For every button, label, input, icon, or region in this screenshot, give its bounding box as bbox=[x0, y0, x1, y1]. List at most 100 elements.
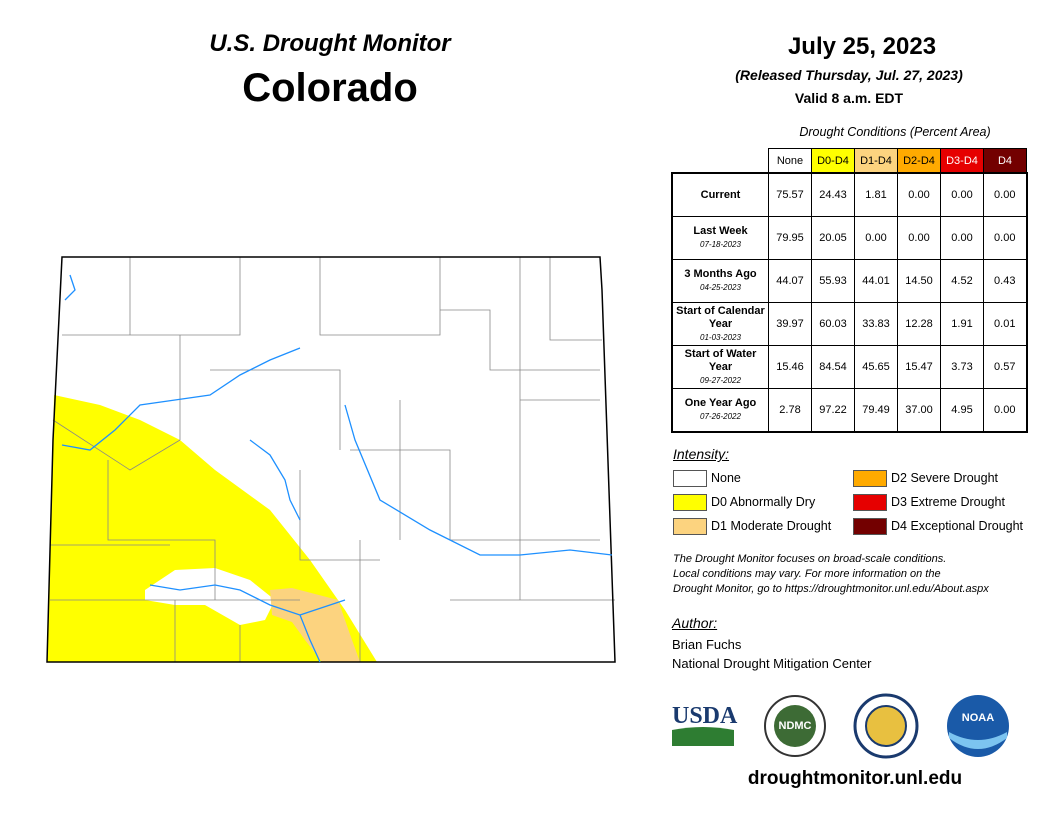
legend-label: D1 Moderate Drought bbox=[711, 519, 832, 533]
row-label-text: 3 Months Ago bbox=[684, 268, 757, 280]
cell: 0.57 bbox=[983, 345, 1027, 389]
cell: 4.95 bbox=[940, 388, 984, 433]
cell: 0.00 bbox=[983, 172, 1027, 217]
cell: 0.01 bbox=[983, 302, 1027, 346]
cell: 45.65 bbox=[854, 345, 898, 389]
note-line: The Drought Monitor focuses on broad-sca… bbox=[673, 553, 947, 565]
state-name: Colorado bbox=[242, 66, 418, 110]
legend-swatch bbox=[673, 518, 707, 535]
cell: 97.22 bbox=[811, 388, 855, 433]
table-row: One Year Ago 07-26-2022 2.78 97.22 79.49 37.0… bbox=[671, 388, 1027, 433]
cell: 24.43 bbox=[811, 172, 855, 217]
logos: USDA NDMC NOAA bbox=[672, 693, 1009, 759]
row-label: 3 Months Ago 04-25-2023 bbox=[671, 259, 769, 303]
corner bbox=[672, 149, 769, 174]
county-lines bbox=[50, 257, 615, 662]
author-line: National Drought Mitigation Center bbox=[672, 656, 872, 671]
table-row: 3 Months Ago 04-25-2023 44.07 55.93 44.01 14.… bbox=[671, 259, 1027, 303]
map bbox=[46, 256, 616, 663]
row-label-text: Current bbox=[700, 188, 741, 201]
table-row: Start of Water Year 09-27-2022 15.46 84.54 4… bbox=[671, 345, 1027, 389]
legend-title: Intensity: bbox=[673, 446, 730, 462]
column-header: D4 bbox=[983, 148, 1027, 174]
row-label: One Year Ago 07-26-2022 bbox=[671, 388, 769, 433]
d1-area bbox=[270, 588, 360, 662]
cell: 0.00 bbox=[983, 388, 1027, 433]
cell: 0.00 bbox=[854, 216, 898, 260]
cell: 0.00 bbox=[940, 172, 984, 217]
legend-label: D3 Extreme Drought bbox=[891, 495, 1005, 509]
released: (Released Thursday, Jul. 27, 2023) bbox=[735, 67, 963, 83]
column-header: D0-D4 bbox=[811, 148, 855, 174]
cell: 0.00 bbox=[897, 172, 941, 217]
note-line: Local conditions may vary. For more info… bbox=[673, 568, 941, 580]
url: droughtmonitor.unl.edu bbox=[747, 768, 963, 789]
none-area bbox=[145, 568, 275, 625]
note-line: Drought Monitor, go to https://droughtmo… bbox=[673, 583, 989, 595]
column-header: D2-D4 bbox=[897, 148, 941, 174]
table-row: Last Week 07-18-2023 79.95 20.05 0.00 0.00 0.0… bbox=[671, 216, 1027, 260]
state-outline bbox=[46, 256, 616, 663]
cell: 60.03 bbox=[811, 302, 855, 346]
cell: 2.78 bbox=[768, 388, 812, 433]
row-label: Current bbox=[671, 172, 769, 217]
cell: 79.95 bbox=[768, 216, 812, 260]
cell: 39.97 bbox=[768, 302, 812, 346]
row-label-text: Start of Calendar Year bbox=[676, 304, 765, 330]
cell: 37.00 bbox=[897, 388, 941, 433]
row-date: 07-26-2022 bbox=[700, 412, 741, 421]
cell: 4.52 bbox=[940, 259, 984, 303]
row-label-text: Last Week bbox=[693, 225, 748, 237]
cell: 20.05 bbox=[811, 216, 855, 260]
cell: 0.00 bbox=[897, 216, 941, 260]
cell: 12.28 bbox=[897, 302, 941, 346]
usda-swoosh bbox=[672, 727, 734, 746]
row-date: 04-25-2023 bbox=[700, 283, 741, 292]
row-date: 07-18-2023 bbox=[700, 240, 741, 249]
cell: 75.57 bbox=[768, 172, 812, 217]
cell: 1.91 bbox=[940, 302, 984, 346]
cell: 1.81 bbox=[854, 172, 898, 217]
legend-label: None bbox=[711, 471, 741, 485]
legend-swatch bbox=[853, 518, 887, 535]
column-header: None bbox=[768, 148, 812, 174]
ndmc-center bbox=[774, 705, 816, 747]
cell: 15.47 bbox=[897, 345, 941, 389]
valid: Valid 8 a.m. EDT bbox=[794, 90, 904, 106]
ndmc-logo: NDMC bbox=[779, 720, 812, 732]
row-label: Start of Water Year 09-27-2022 bbox=[671, 345, 769, 389]
legend-label: D0 Abnormally Dry bbox=[711, 495, 816, 509]
cell: 44.07 bbox=[768, 259, 812, 303]
cell: 0.43 bbox=[983, 259, 1027, 303]
cell: 55.93 bbox=[811, 259, 855, 303]
cell: 44.01 bbox=[854, 259, 898, 303]
legend-label: D2 Severe Drought bbox=[891, 471, 999, 485]
row-date: 01-03-2023 bbox=[700, 332, 741, 342]
table-row: Current 75.57 24.43 1.81 0.00 0.00 0.00 bbox=[671, 172, 1027, 217]
legend-swatch bbox=[673, 494, 707, 511]
cell: 84.54 bbox=[811, 345, 855, 389]
legend-swatch bbox=[853, 470, 887, 487]
doc-center bbox=[865, 705, 907, 747]
cell: 0.00 bbox=[983, 216, 1027, 260]
table-caption: Drought Conditions (Percent Area) bbox=[799, 125, 991, 139]
row-label-text: One Year Ago bbox=[684, 397, 757, 409]
row-label: Start of Calendar Year 01-03-2023 bbox=[671, 302, 769, 346]
author-label: Author: bbox=[672, 615, 718, 631]
noaa-wave bbox=[949, 732, 1007, 749]
table-row: Start of Calendar Year 01-03-2023 39.97 60.… bbox=[671, 302, 1027, 346]
row-label-text: Start of Water Year bbox=[684, 347, 757, 373]
column-header: D3-D4 bbox=[940, 148, 984, 174]
date: July 25, 2023 bbox=[787, 33, 937, 60]
legend-swatch bbox=[853, 494, 887, 511]
cell: 15.46 bbox=[768, 345, 812, 389]
cell: 33.83 bbox=[854, 302, 898, 346]
title: U.S. Drought Monitor bbox=[209, 30, 451, 57]
legend-label: D4 Exceptional Drought bbox=[891, 519, 1024, 533]
row-label: Last Week 07-18-2023 bbox=[671, 216, 769, 260]
author-line: Brian Fuchs bbox=[672, 637, 742, 652]
column-header: D1-D4 bbox=[854, 148, 898, 174]
cell: 79.49 bbox=[854, 388, 898, 433]
row-date: 09-27-2022 bbox=[700, 375, 741, 385]
cell: 14.50 bbox=[897, 259, 941, 303]
